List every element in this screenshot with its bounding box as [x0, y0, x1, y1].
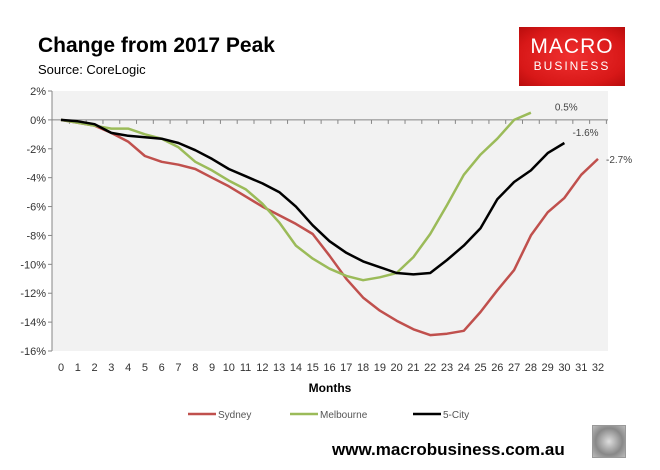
y-tick-label: -6%	[26, 202, 46, 214]
x-tick-label: 0	[58, 362, 64, 374]
y-tick-label: 0%	[30, 115, 46, 127]
x-tick-label: 3	[108, 362, 114, 374]
website-url: www.macrobusiness.com.au	[332, 440, 565, 459]
x-tick-label: 25	[474, 362, 486, 374]
end-label-melbourne: 0.5%	[555, 103, 578, 114]
x-tick-label: 21	[407, 362, 419, 374]
legend-label-melbourne: Melbourne	[320, 410, 368, 421]
x-tick-label: 11	[240, 362, 251, 374]
x-tick-label: 20	[391, 362, 403, 374]
x-tick-label: 27	[508, 362, 520, 374]
x-tick-label: 15	[307, 362, 319, 374]
y-tick-label: -12%	[20, 288, 46, 300]
x-tick-label: 29	[542, 362, 554, 374]
x-tick-label: 2	[92, 362, 98, 374]
x-tick-label: 16	[323, 362, 335, 374]
x-tick-label: 28	[525, 362, 537, 374]
y-tick-label: -10%	[20, 259, 46, 271]
x-tick-label: 14	[290, 362, 302, 374]
x-tick-label: 32	[592, 362, 604, 374]
legend-label-sydney: Sydney	[218, 410, 251, 421]
x-tick-label: 31	[575, 362, 587, 374]
x-tick-label: 23	[441, 362, 453, 374]
x-tick-label: 18	[357, 362, 369, 374]
logo-line1: MACRO	[530, 35, 614, 58]
chart-source: Source: CoreLogic	[38, 62, 146, 77]
x-tick-label: 22	[424, 362, 436, 374]
y-tick-label: 2%	[30, 86, 46, 98]
x-tick-label: 19	[374, 362, 386, 374]
end-label-sydney: -2.7%	[606, 155, 632, 166]
x-tick-label: 1	[75, 362, 81, 374]
y-tick-label: -4%	[26, 173, 46, 185]
end-label-5-city: -1.6%	[572, 128, 598, 139]
legend-label-5-city: 5-City	[443, 410, 469, 421]
x-tick-label: 24	[458, 362, 470, 374]
x-tick-label: 13	[273, 362, 285, 374]
series-line-sydney	[60, 118, 599, 337]
x-tick-label: 10	[223, 362, 235, 374]
y-tick-label: -14%	[20, 317, 46, 329]
x-tick-label: 8	[192, 362, 198, 374]
wolf-logo-icon	[592, 425, 626, 458]
series-line-5-city	[60, 118, 566, 276]
x-tick-label: 6	[159, 362, 165, 374]
x-tick-label: 4	[125, 362, 131, 374]
x-tick-label: 12	[256, 362, 268, 374]
chart-title: Change from 2017 Peak	[38, 34, 275, 57]
y-tick-label: -8%	[26, 230, 46, 242]
logo-line2: BUSINESS	[533, 59, 611, 73]
series-line-melbourne	[60, 111, 532, 282]
x-tick-label: 30	[558, 362, 570, 374]
y-tick-label: -16%	[20, 346, 46, 358]
macrobusiness-logo: MACRO BUSINESS	[519, 27, 625, 86]
x-tick-label: 9	[209, 362, 215, 374]
y-tick-label: -2%	[26, 144, 46, 156]
x-tick-label: 5	[142, 362, 148, 374]
x-tick-label: 26	[491, 362, 503, 374]
x-tick-label: 17	[340, 362, 352, 374]
x-axis-title: Months	[309, 381, 352, 395]
x-tick-label: 7	[175, 362, 181, 374]
